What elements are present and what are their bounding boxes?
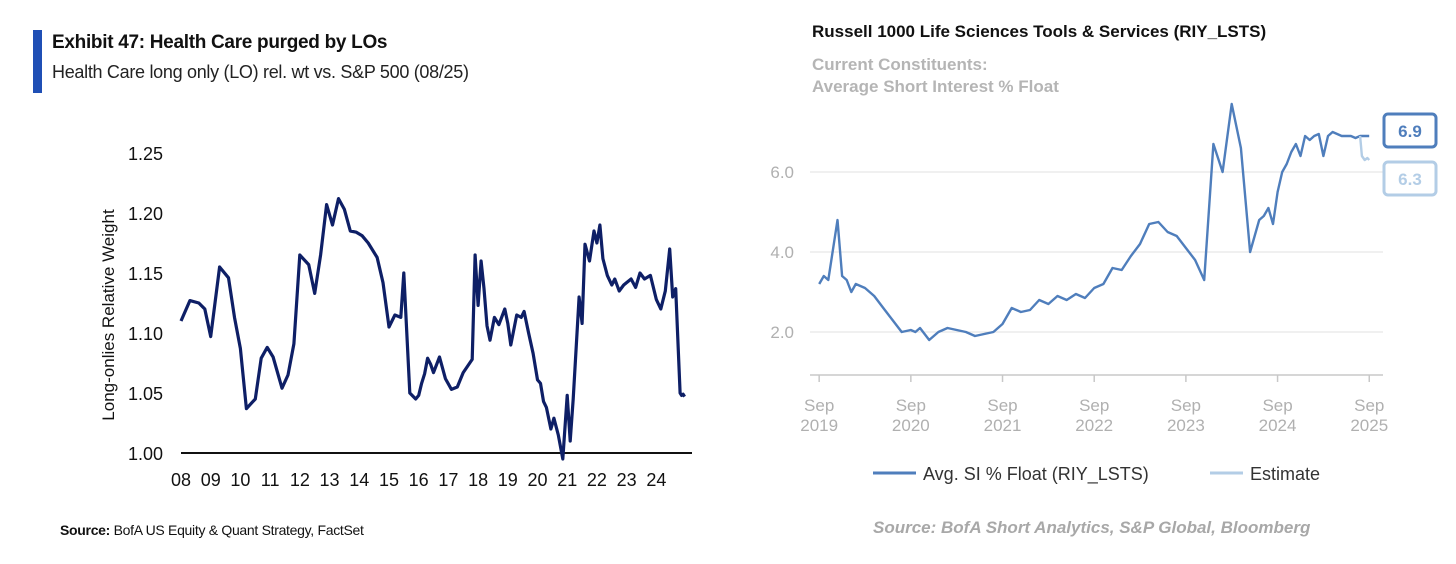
x-tick-label: 24 [646,470,666,490]
x-tick-label: 22 [587,470,607,490]
chart-subtitle-line1: Current Constituents: [812,55,988,74]
x-tick-label: 2022 [1075,416,1113,435]
exhibit-title: Exhibit 47: Health Care purged by LOs [52,32,388,53]
accent-bar [33,30,42,93]
right-line-chart: Avg. SI % Float (RIY_LSTS) Estimate 2.0 4… [770,102,1438,485]
estimate-line [1358,135,1371,162]
x-tick-label: 19 [498,470,518,490]
x-tick-label: 14 [349,470,369,490]
source-text: BofA US Equity & Quant Strategy, FactSet [113,522,364,538]
x-tick-label: 2020 [892,416,930,435]
x-tick-label: Sep [987,396,1017,415]
last-value-label: 6.9 [1398,122,1422,141]
y-axis-label: Long-onlies Relative Weight [99,209,118,421]
x-tick-label: 12 [290,470,310,490]
source-note-right: Source: BofA Short Analytics, S&P Global… [873,518,1311,537]
legend-label-series: Avg. SI % Float (RIY_LSTS) [923,464,1149,485]
series-line [818,102,1370,342]
y-tick-label: 2.0 [770,323,794,342]
x-tick-label: 11 [261,470,280,490]
x-tick-label: 21 [557,470,577,490]
x-tick-label: 2021 [984,416,1022,435]
x-tick-label: Sep [1354,396,1384,415]
y-tick-label: 1.25 [128,144,163,164]
x-tick-label: Sep [1171,396,1201,415]
x-tick-label: 2024 [1259,416,1297,435]
y-tick-label: 1.20 [128,204,163,224]
chart-subtitle-line2: Average Short Interest % Float [812,77,1059,96]
estimate-value-label: 6.3 [1398,170,1422,189]
source-label: Source: [60,522,111,538]
x-tick-label: 17 [438,470,458,490]
x-tick-label: Sep [804,396,834,415]
y-tick-label: 1.00 [128,444,163,464]
last-value-badge [1382,112,1438,149]
exhibit-subtitle: Health Care long only (LO) rel. wt vs. S… [52,62,469,82]
x-tick-label: 09 [201,470,221,490]
right-panel: Russell 1000 Life Sciences Tools & Servi… [728,0,1456,564]
y-tick-label: 4.0 [770,243,794,262]
x-tick-label: 10 [230,470,250,490]
y-tick-label: 6.0 [770,163,794,182]
x-tick-label: 2025 [1350,416,1388,435]
series-line [179,197,686,461]
y-tick-label: 1.05 [128,384,163,404]
chart-title: Russell 1000 Life Sciences Tools & Servi… [812,22,1267,41]
left-panel: Exhibit 47: Health Care purged by LOs He… [33,30,692,538]
legend: Avg. SI % Float (RIY_LSTS) Estimate [873,464,1320,485]
x-tick-label: 2019 [800,416,838,435]
x-tick-label: 13 [320,470,340,490]
y-tick-label: 1.15 [128,264,163,284]
x-tick-label: 16 [409,470,429,490]
y-tick-label: 1.10 [128,324,163,344]
x-tick-label: Sep [1262,396,1292,415]
x-tick-label: Sep [896,396,926,415]
x-tick-label: Sep [1079,396,1109,415]
x-tick-label: 08 [171,470,191,490]
x-tick-label: 2023 [1167,416,1205,435]
x-tick-label: 20 [527,470,547,490]
x-tick-label: 23 [617,470,637,490]
left-line-chart: Long-onlies Relative Weight 1.25 1.20 1.15… [99,144,692,490]
x-tick-label: 18 [468,470,488,490]
legend-label-estimate: Estimate [1250,464,1320,484]
x-tick-label: 15 [379,470,399,490]
source-note: Source: BofA US Equity & Quant Strategy,… [60,522,364,538]
estimate-value-badge [1382,160,1438,197]
